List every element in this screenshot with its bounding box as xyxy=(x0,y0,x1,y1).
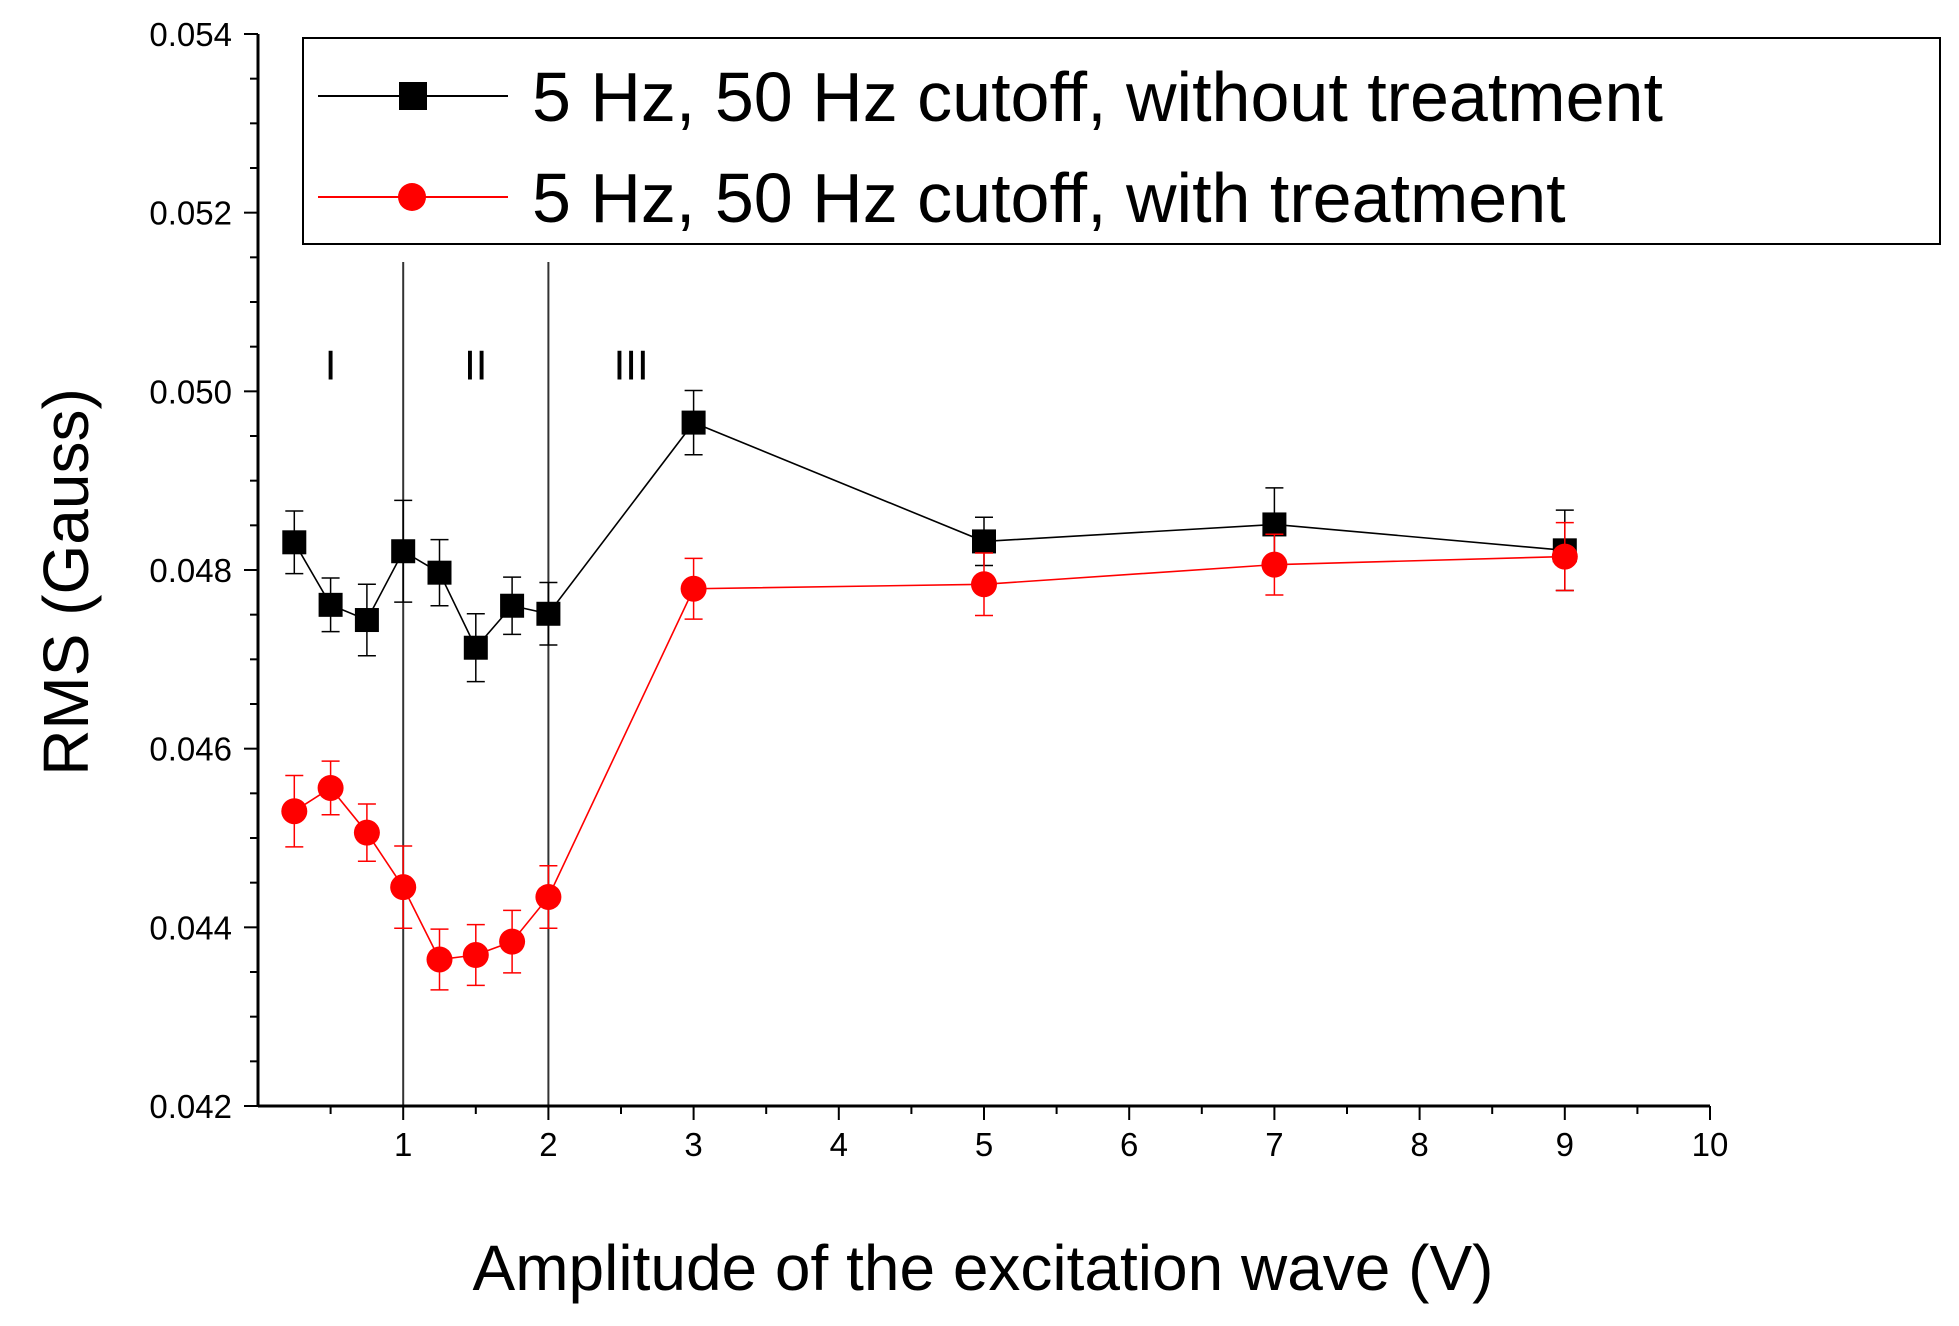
series-line xyxy=(293,555,1565,961)
data-point-circle xyxy=(353,819,380,846)
data-point-circle xyxy=(281,798,308,825)
legend: 5 Hz, 50 Hz cutoff, without treatment 5 … xyxy=(302,37,1941,245)
data-point-square xyxy=(354,608,379,633)
data-point-circle xyxy=(462,942,489,969)
data-point-square xyxy=(282,530,307,555)
axis-ticks: 1 2 3 4 5 6 7 8 9 10 0.042 0.044 0.046 0.048 0.050 0.05… xyxy=(149,16,1728,1163)
data-point-square xyxy=(536,601,561,626)
x-tick-label: 6 xyxy=(1120,1126,1138,1163)
data-point-circle xyxy=(426,946,453,973)
y-tick-label: 0.050 xyxy=(149,373,232,410)
x-tick-label: 1 xyxy=(394,1126,412,1163)
data-point-circle xyxy=(1551,543,1578,570)
data-point-square xyxy=(1262,512,1287,537)
y-tick-label: 0.054 xyxy=(149,16,232,53)
series-without-treatment xyxy=(282,389,1577,683)
data-point-square xyxy=(972,529,996,554)
data-series xyxy=(281,389,1578,991)
region-label-i: I xyxy=(325,342,337,389)
legend-circle-marker xyxy=(398,183,426,211)
legend-label-without-treatment: 5 Hz, 50 Hz cutoff, without treatment xyxy=(532,58,1663,136)
y-axis-title: RMS (Gauss) xyxy=(30,388,102,776)
x-tick-label: 7 xyxy=(1265,1126,1283,1163)
data-point-square xyxy=(318,592,343,617)
x-axis-title: Amplitude of the excitation wave (V) xyxy=(473,1232,1494,1304)
y-tick-label: 0.048 xyxy=(149,552,232,589)
x-tick-label: 8 xyxy=(1410,1126,1428,1163)
data-point-circle xyxy=(535,883,562,910)
data-point-circle xyxy=(317,774,344,801)
x-tick-label: 3 xyxy=(684,1126,702,1163)
x-tick-label: 4 xyxy=(830,1126,848,1163)
data-point-square xyxy=(427,560,452,585)
region-label-ii: II xyxy=(464,342,487,389)
series-line xyxy=(293,421,1565,650)
legend-square-marker xyxy=(399,82,427,110)
region-labels: I II III xyxy=(325,342,649,389)
y-tick-label: 0.046 xyxy=(149,731,232,768)
x-tick-label: 9 xyxy=(1556,1126,1574,1163)
y-tick-label: 0.052 xyxy=(149,195,232,232)
legend-label-with-treatment: 5 Hz, 50 Hz cutoff, with treatment xyxy=(532,159,1566,237)
legend-box xyxy=(302,37,1941,245)
data-point-circle xyxy=(971,571,997,598)
y-tick-label: 0.042 xyxy=(149,1088,232,1125)
data-point-circle xyxy=(680,575,707,602)
data-point-square xyxy=(681,410,706,435)
x-tick-label: 10 xyxy=(1692,1126,1729,1163)
x-tick-label: 2 xyxy=(539,1126,557,1163)
data-point-square xyxy=(391,539,416,564)
data-point-square xyxy=(500,593,525,618)
data-point-circle xyxy=(499,928,526,955)
series-with-treatment xyxy=(281,521,1578,991)
y-tick-label: 0.044 xyxy=(149,909,232,946)
data-point-square xyxy=(463,635,488,660)
x-tick-label: 5 xyxy=(975,1126,993,1163)
region-label-iii: III xyxy=(614,342,649,389)
data-point-circle xyxy=(1261,551,1288,578)
data-point-circle xyxy=(390,874,417,901)
